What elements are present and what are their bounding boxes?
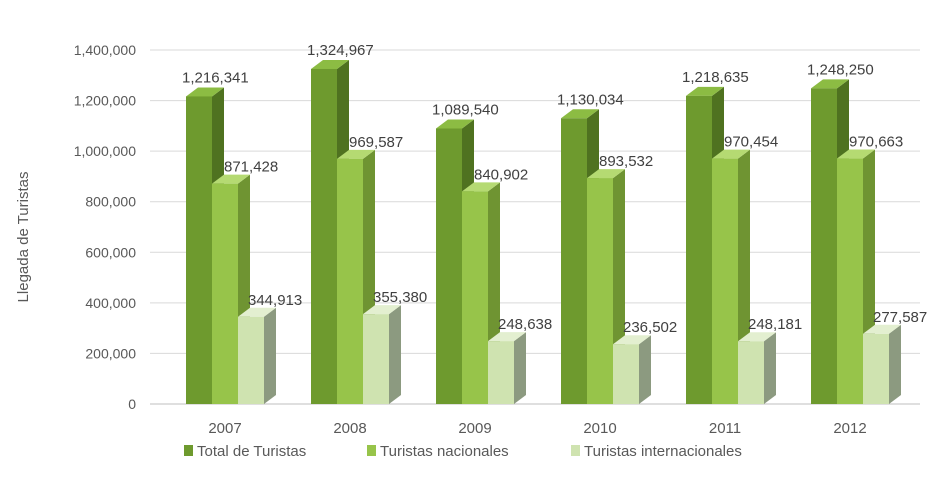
bar-side	[639, 335, 651, 404]
legend-item-2: Turistas internacionales	[571, 443, 742, 460]
data-label: 1,130,034	[557, 91, 624, 108]
bar-side	[889, 324, 901, 404]
legend-label: Total de Turistas	[197, 443, 306, 460]
bar-front	[186, 96, 212, 405]
data-label: 970,454	[724, 134, 778, 151]
data-label: 248,638	[498, 316, 552, 333]
bar-top	[811, 79, 849, 89]
bar-top	[613, 335, 651, 345]
bar-side	[264, 307, 276, 404]
bar-2007-2	[238, 307, 276, 404]
bar-top	[337, 149, 375, 159]
bar-top	[186, 87, 224, 97]
bar-top	[561, 109, 599, 119]
bar-top	[587, 169, 625, 179]
data-label: 1,089,540	[432, 102, 499, 119]
bar-front	[212, 183, 238, 404]
legend-label: Turistas nacionales	[380, 443, 509, 460]
data-label: 355,380	[373, 289, 427, 306]
bar-front	[238, 316, 264, 404]
y-axis: 0 200,000 400,000 600,000 800,000 1,000,000 1,…	[74, 42, 137, 412]
bar-side	[389, 305, 401, 404]
legend: Total de Turistas Turistas nacionales Turi…	[184, 443, 742, 460]
bar-top	[462, 182, 500, 192]
data-label: 1,324,967	[307, 42, 374, 59]
grid-layer	[150, 49, 920, 405]
bar-side	[514, 332, 526, 404]
bar-front	[811, 88, 837, 405]
bar-front	[613, 344, 639, 404]
bar-top	[238, 307, 276, 317]
data-label: 1,218,635	[682, 69, 749, 86]
bar-top	[363, 305, 401, 315]
bar-top	[712, 149, 750, 159]
y-tick-label: 200,000	[85, 345, 136, 361]
bar-2012-2	[863, 324, 901, 404]
bar-front	[561, 118, 587, 405]
bar-front	[712, 158, 738, 404]
data-label: 236,502	[623, 319, 677, 336]
bar-front	[337, 158, 363, 404]
data-label: 1,216,341	[182, 69, 249, 86]
bar-front	[363, 314, 389, 404]
bar-front	[837, 158, 863, 404]
bar-top	[436, 119, 474, 129]
y-tick-label: 1,200,000	[74, 93, 136, 109]
bar-2008-2	[363, 305, 401, 404]
bar-front	[311, 68, 337, 405]
data-label: 248,181	[748, 316, 802, 333]
bar-front	[738, 341, 764, 404]
bar-front	[488, 341, 514, 404]
x-tick-label: 2011	[709, 420, 741, 437]
bar-front	[686, 95, 712, 404]
x-tick-label: 2010	[583, 420, 616, 437]
legend-swatch	[367, 445, 376, 456]
data-label: 893,532	[599, 153, 653, 170]
bar-front	[462, 191, 488, 404]
legend-swatch	[571, 445, 580, 456]
bar-2010-2	[613, 335, 651, 404]
bar-front	[587, 178, 613, 404]
data-label: 970,663	[849, 134, 903, 151]
bar-front	[863, 333, 889, 404]
bars	[186, 59, 901, 405]
bar-2011-2	[738, 332, 776, 404]
x-tick-label: 2008	[333, 420, 366, 437]
y-tick-label: 0	[128, 396, 136, 412]
bar-front	[436, 128, 462, 405]
y-tick-label: 800,000	[85, 194, 136, 210]
data-label: 871,428	[224, 159, 278, 176]
bar-top	[212, 174, 250, 184]
bar-top	[488, 332, 526, 342]
y-tick-label: 400,000	[85, 295, 136, 311]
data-labels: 1,216,341 871,428 344,913 1,324,967 969,587 3…	[182, 42, 927, 336]
data-label: 277,587	[873, 309, 927, 326]
x-tick-label: 2007	[208, 420, 241, 437]
y-tick-label: 1,400,000	[74, 42, 136, 58]
data-label: 1,248,250	[807, 61, 874, 78]
legend-label: Turistas internacionales	[584, 443, 742, 460]
bar-side	[764, 332, 776, 404]
x-tick-label: 2012	[833, 420, 866, 437]
bar-top	[863, 324, 901, 334]
y-axis-label: Llegada de Turistas	[15, 172, 32, 303]
bar-top	[837, 149, 875, 159]
x-axis: 2007 2008 2009 2010 2011 2012	[208, 420, 866, 437]
bar-top	[686, 86, 724, 96]
data-label: 840,902	[474, 166, 528, 183]
bar-2009-2	[488, 332, 526, 404]
x-tick-label: 2009	[458, 420, 491, 437]
bar-top	[738, 332, 776, 342]
legend-swatch	[184, 445, 193, 456]
legend-item-0: Total de Turistas	[184, 443, 306, 460]
data-label: 969,587	[349, 134, 403, 151]
y-tick-label: 600,000	[85, 244, 136, 260]
data-label: 344,913	[248, 292, 302, 309]
bar-top	[311, 59, 349, 69]
y-tick-label: 1,000,000	[74, 143, 136, 159]
legend-item-1: Turistas nacionales	[367, 443, 509, 460]
